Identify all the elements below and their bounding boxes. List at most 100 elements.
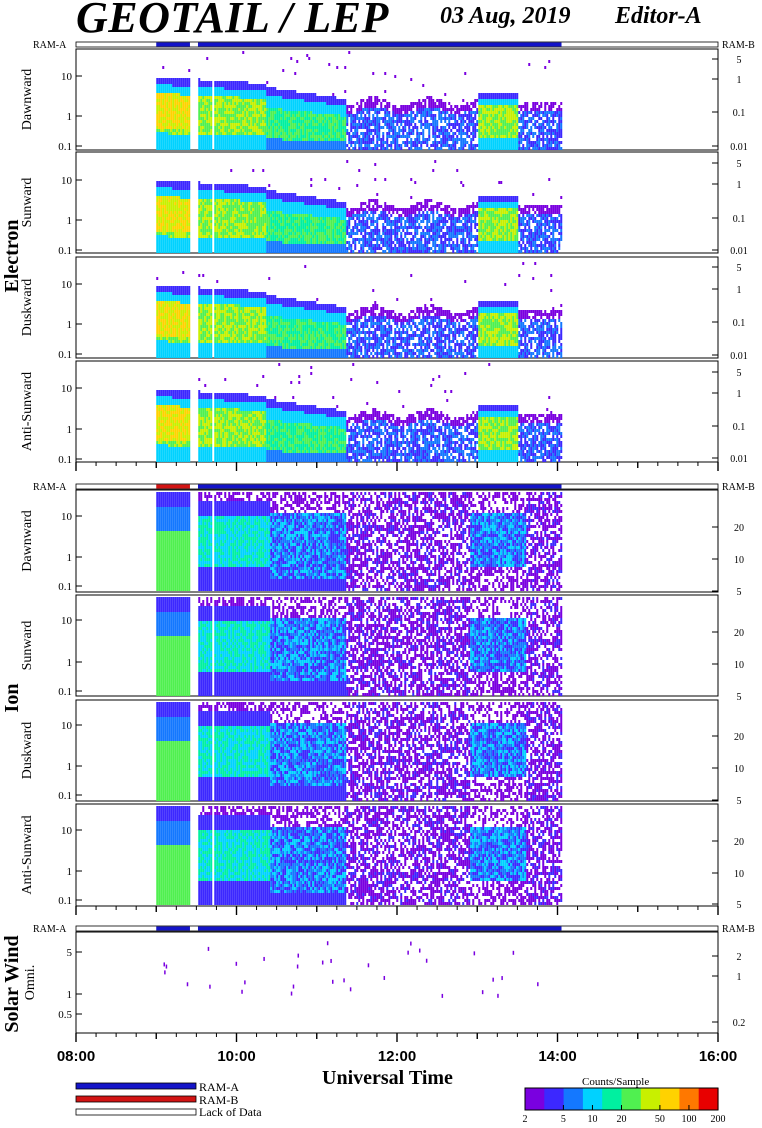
spectrogram-cell xyxy=(260,193,263,196)
spectrogram-cell xyxy=(522,120,525,123)
spectrogram-cell xyxy=(480,135,483,138)
spectrogram-cell xyxy=(336,141,339,144)
spectrogram-cell xyxy=(230,238,233,241)
spectrogram-cell xyxy=(344,126,347,129)
spectrogram-cell xyxy=(242,132,245,135)
spectrogram-cell xyxy=(436,123,439,126)
spectrogram-cell xyxy=(228,184,231,187)
spectrogram-cell xyxy=(264,93,267,96)
spectrogram-cell xyxy=(486,96,489,99)
spectrogram-cell xyxy=(404,144,407,147)
spectrogram-cell xyxy=(208,135,211,138)
spectrogram-cell xyxy=(200,199,203,202)
spectrogram-cell xyxy=(502,105,505,108)
spectrogram-cell xyxy=(276,141,279,144)
spectrogram-cell xyxy=(282,96,285,99)
spectrogram-cell xyxy=(380,144,383,147)
spectrogram-cell xyxy=(206,114,209,117)
spectrogram-cell xyxy=(246,229,249,232)
spectrogram-cell xyxy=(316,126,319,129)
spectrogram-cell xyxy=(182,102,185,105)
spectrogram-cell xyxy=(400,117,403,120)
spectrogram-cell xyxy=(362,123,365,126)
spectrogram-cell xyxy=(188,78,191,81)
spectrogram-cell xyxy=(228,205,231,208)
spectrogram-cell xyxy=(176,96,179,99)
spectrogram-cell xyxy=(232,99,235,102)
spectrogram-cell xyxy=(220,126,223,129)
spectrogram-cell xyxy=(254,187,257,190)
spectrogram-cell xyxy=(202,114,205,117)
spectrogram-cell xyxy=(216,87,219,90)
spectrogram-cell xyxy=(368,117,371,120)
spectrogram-cell xyxy=(234,208,237,211)
spectrogram-cell xyxy=(288,202,291,205)
spectrogram-cell xyxy=(186,138,189,141)
spectrogram-cell xyxy=(218,238,221,241)
spectrogram-cell xyxy=(510,99,513,102)
spectrogram-cell xyxy=(178,217,181,220)
spectrogram-cell xyxy=(336,105,339,108)
spectrogram-cell xyxy=(224,93,227,96)
spectrogram-cell xyxy=(342,108,345,111)
spectrogram-cell xyxy=(374,102,377,105)
spectrogram-cell xyxy=(246,220,249,223)
spectrogram-cell xyxy=(438,147,441,150)
spectrogram-cell xyxy=(356,138,359,141)
spectrogram-cell xyxy=(250,105,253,108)
spectrogram-cell xyxy=(486,132,489,135)
spectrogram-cell xyxy=(342,135,345,138)
spectrogram-cell xyxy=(286,99,289,102)
spectrogram-cell xyxy=(528,63,531,66)
spectrogram-cell xyxy=(292,117,295,120)
spectrogram-cell xyxy=(330,123,333,126)
spectrogram-cell xyxy=(304,235,307,238)
spectrogram-cell xyxy=(298,244,301,247)
spectrogram-cell xyxy=(260,235,263,238)
spectrogram-cell xyxy=(330,144,333,147)
spectrogram-cell xyxy=(244,235,247,238)
spectrogram-cell xyxy=(256,199,259,202)
spectrogram-cell xyxy=(336,114,339,117)
spectrogram-cell xyxy=(224,238,227,241)
spectrogram-cell xyxy=(490,111,493,114)
spectrogram-cell xyxy=(502,108,505,111)
spectrogram-cell xyxy=(156,138,159,141)
spectrogram-cell xyxy=(220,129,223,132)
spectrogram-cell xyxy=(208,81,211,84)
spectrogram-cell xyxy=(288,250,291,253)
spectrogram-cell xyxy=(262,144,265,147)
spectrogram-cell xyxy=(398,117,401,120)
spectrogram-cell xyxy=(254,202,257,205)
spectrogram-cell xyxy=(294,241,297,244)
spectrogram-cell xyxy=(234,90,237,93)
spectrogram-cell xyxy=(230,117,233,120)
spectrogram-cell xyxy=(496,147,499,150)
spectrogram-cell xyxy=(178,229,181,232)
spectrogram-cell xyxy=(326,144,329,147)
spectrogram-cell xyxy=(168,211,171,214)
spectrogram-cell xyxy=(428,132,431,135)
spectrogram-cell xyxy=(174,129,177,132)
spectrogram-cell xyxy=(206,241,209,244)
spectrogram-cell xyxy=(160,135,163,138)
spectrogram-cell xyxy=(338,114,341,117)
spectrogram-cell xyxy=(238,214,241,217)
spectrogram-cell xyxy=(156,205,159,208)
spectrogram-cell xyxy=(264,193,267,196)
spectrogram-cell xyxy=(478,114,481,117)
spectrogram-cell xyxy=(188,241,191,244)
spectrogram-cell xyxy=(308,247,311,250)
spectrogram-cell xyxy=(494,108,497,111)
spectrogram-cell xyxy=(360,132,363,135)
spectrogram-cell xyxy=(290,138,293,141)
spectrogram-cell xyxy=(334,105,337,108)
spectrogram-cell xyxy=(316,108,319,111)
spectrogram-cell xyxy=(302,129,305,132)
spectrogram-cell xyxy=(170,129,173,132)
spectrogram-cell xyxy=(218,190,221,193)
spectrogram-cell xyxy=(170,244,173,247)
spectrogram-cell xyxy=(244,102,247,105)
spectrogram-cell xyxy=(266,244,269,247)
spectrogram-cell xyxy=(220,217,223,220)
